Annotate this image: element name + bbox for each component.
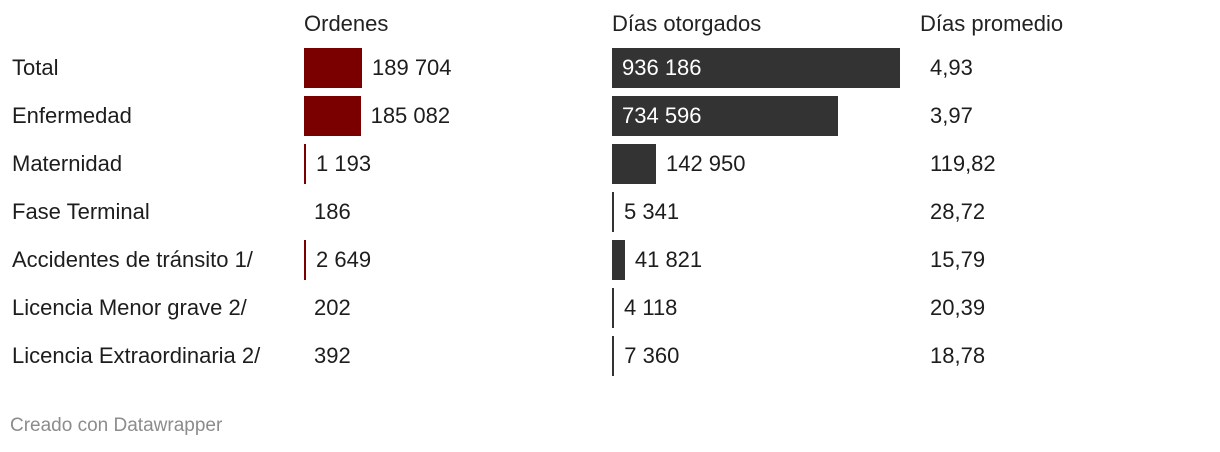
- column-header-dias-promedio: Días promedio: [920, 11, 1064, 36]
- table-row: Total 189 704 936 186 4,93: [0, 44, 1220, 92]
- dias-otorgados-bar: [612, 144, 656, 184]
- row-label: Maternidad: [12, 151, 123, 176]
- ordenes-value: 185 082: [370, 103, 451, 128]
- ordenes-value: 186: [314, 199, 351, 224]
- dias-promedio-value: 4,93: [930, 55, 973, 80]
- row-label: Licencia Extraordinaria 2/: [12, 343, 261, 368]
- table-row: Maternidad 1 193 142 950 119,82: [0, 140, 1220, 188]
- table-row: Accidentes de tránsito 1/2 649 41 821 15,7…: [0, 236, 1220, 284]
- ordenes-value: 202: [314, 295, 351, 320]
- dias-otorgados-value: 7 360: [624, 343, 680, 368]
- table-row: Licencia Extraordinaria 2/392 7 360 18,78: [0, 332, 1220, 380]
- table-row: Licencia Menor grave 2/202 4 118 20,39: [0, 284, 1220, 332]
- dias-promedio-value: 119,82: [930, 151, 996, 176]
- dias-otorgados-value: 734 596: [622, 103, 702, 128]
- row-label: Enfermedad: [12, 103, 132, 128]
- ordenes-value: 1 193: [316, 151, 372, 176]
- ordenes-bar: [304, 144, 306, 184]
- dias-promedio-value: 18,78: [930, 343, 986, 368]
- dias-promedio-value: 20,39: [930, 295, 986, 320]
- ordenes-value: 392: [314, 343, 351, 368]
- row-label: Licencia Menor grave 2/: [12, 295, 247, 320]
- ordenes-bar: [304, 96, 361, 136]
- dias-otorgados-bar: [612, 336, 615, 376]
- row-label: Total: [12, 55, 59, 80]
- ordenes-bar: [304, 48, 362, 88]
- table-row: Fase Terminal 186 5 341 28,72: [0, 188, 1220, 236]
- ordenes-value: 2 649: [316, 247, 372, 272]
- dias-promedio-value: 28,72: [930, 199, 986, 224]
- row-label: Accidentes de tránsito 1/: [12, 247, 253, 272]
- dias-promedio-value: 3,97: [930, 103, 973, 128]
- table-row: Enfermedad 185 082 734 596 3,97: [0, 92, 1220, 140]
- dias-otorgados-value: 4 118: [624, 295, 678, 320]
- row-label: Fase Terminal: [12, 199, 150, 224]
- dias-promedio-value: 15,79: [930, 247, 986, 272]
- dias-otorgados-bar: [612, 48, 900, 88]
- dias-otorgados-value: 41 821: [634, 247, 703, 272]
- ordenes-value: 189 704: [372, 55, 452, 80]
- dias-otorgados-bar: [612, 288, 614, 328]
- dias-otorgados-bar: [612, 240, 625, 280]
- column-header-dias-otorgados: Días otorgados: [612, 11, 762, 36]
- dias-otorgados-value: 936 186: [622, 55, 702, 80]
- dias-otorgados-bar: [612, 96, 838, 136]
- dias-otorgados-bar: [612, 192, 614, 232]
- dias-otorgados-value: 5 341: [624, 199, 680, 224]
- footer-credit: Creado con Datawrapper: [10, 415, 223, 436]
- column-header-ordenes: Ordenes: [304, 11, 389, 36]
- ordenes-bar: [304, 240, 306, 280]
- dias-otorgados-value: 142 950: [665, 151, 746, 176]
